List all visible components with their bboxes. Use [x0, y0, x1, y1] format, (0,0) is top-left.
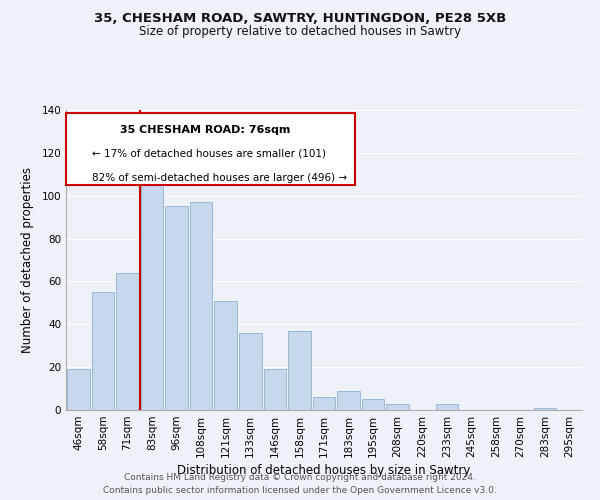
Bar [534, 408, 556, 410]
Bar [67, 370, 89, 410]
Bar [313, 397, 335, 410]
Text: Contains HM Land Registry data © Crown copyright and database right 2024.: Contains HM Land Registry data © Crown c… [124, 474, 476, 482]
Bar [337, 390, 360, 410]
Bar [386, 404, 409, 410]
Bar [190, 202, 212, 410]
Bar [214, 300, 237, 410]
Bar [288, 330, 311, 410]
Bar [165, 206, 188, 410]
Bar [92, 292, 114, 410]
Text: Contains public sector information licensed under the Open Government Licence v3: Contains public sector information licen… [103, 486, 497, 495]
X-axis label: Distribution of detached houses by size in Sawtry: Distribution of detached houses by size … [178, 464, 470, 477]
Bar [263, 370, 286, 410]
Bar [140, 185, 163, 410]
Text: ← 17% of detached houses are smaller (101): ← 17% of detached houses are smaller (10… [92, 149, 326, 159]
Bar [436, 404, 458, 410]
FancyBboxPatch shape [66, 113, 355, 185]
Bar [116, 273, 139, 410]
Text: 82% of semi-detached houses are larger (496) →: 82% of semi-detached houses are larger (… [92, 173, 347, 183]
Text: 35, CHESHAM ROAD, SAWTRY, HUNTINGDON, PE28 5XB: 35, CHESHAM ROAD, SAWTRY, HUNTINGDON, PE… [94, 12, 506, 26]
Bar [362, 400, 385, 410]
Text: Size of property relative to detached houses in Sawtry: Size of property relative to detached ho… [139, 25, 461, 38]
Y-axis label: Number of detached properties: Number of detached properties [22, 167, 34, 353]
Text: 35 CHESHAM ROAD: 76sqm: 35 CHESHAM ROAD: 76sqm [120, 125, 290, 135]
Bar [239, 333, 262, 410]
